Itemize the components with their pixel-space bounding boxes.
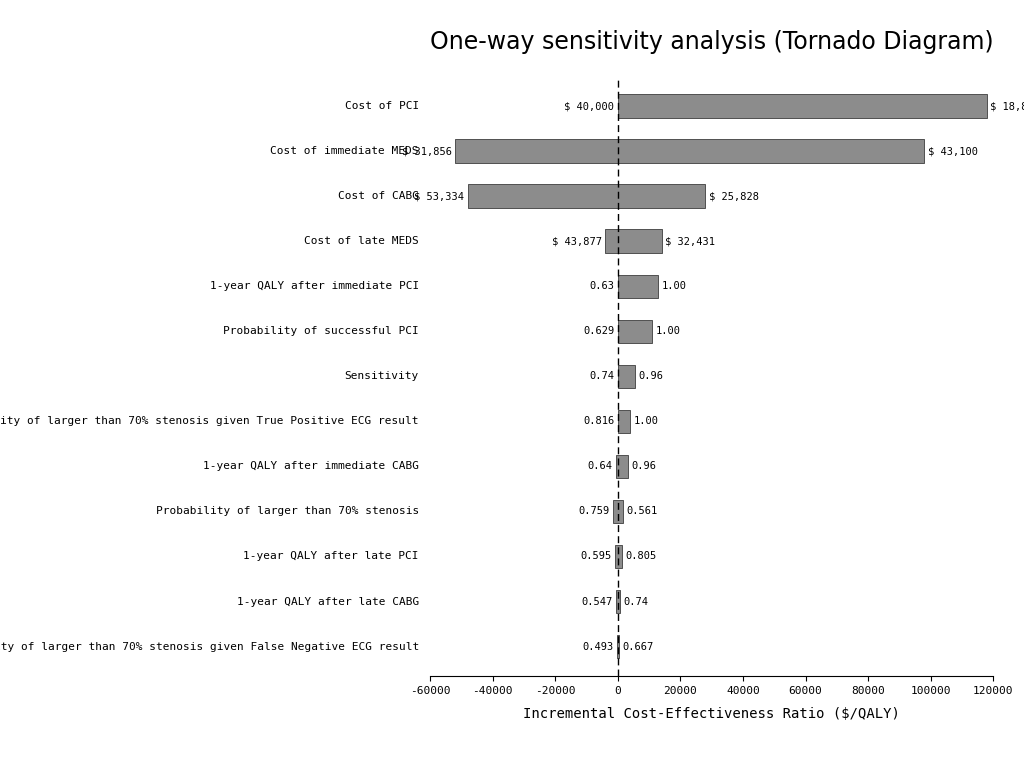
Bar xyxy=(617,319,652,343)
Bar xyxy=(605,230,662,253)
Text: Cost of PCI: Cost of PCI xyxy=(344,101,419,111)
Text: 1-year QALY after late CABG: 1-year QALY after late CABG xyxy=(237,597,419,607)
Text: 0.561: 0.561 xyxy=(627,506,658,516)
Text: Probability of larger than 70% stenosis: Probability of larger than 70% stenosis xyxy=(156,506,419,516)
Text: 0.63: 0.63 xyxy=(590,281,614,291)
Text: 1.00: 1.00 xyxy=(655,326,681,336)
Text: $ 43,877: $ 43,877 xyxy=(552,237,602,247)
Text: $ 18,842: $ 18,842 xyxy=(990,101,1024,111)
Text: 0.759: 0.759 xyxy=(579,506,609,516)
Text: 0.667: 0.667 xyxy=(623,641,653,651)
Text: $ 43,100: $ 43,100 xyxy=(928,146,978,156)
Text: $ 40,000: $ 40,000 xyxy=(564,101,614,111)
Bar xyxy=(616,455,628,478)
Text: 1-year QALY after immediate CABG: 1-year QALY after immediate CABG xyxy=(203,462,419,472)
Text: 1.00: 1.00 xyxy=(662,281,687,291)
Bar xyxy=(615,545,623,568)
Text: Probability of larger than 70% stenosis given True Positive ECG result: Probability of larger than 70% stenosis … xyxy=(0,416,419,426)
Bar xyxy=(617,365,635,388)
X-axis label: Incremental Cost-Effectiveness Ratio ($/QALY): Incremental Cost-Effectiveness Ratio ($/… xyxy=(523,707,900,720)
Bar xyxy=(617,409,631,433)
Text: 0.74: 0.74 xyxy=(590,371,614,382)
Text: Cost of late MEDS: Cost of late MEDS xyxy=(304,237,419,247)
Text: 0.629: 0.629 xyxy=(584,326,614,336)
Text: Sensitivity: Sensitivity xyxy=(344,371,419,382)
Text: 1.00: 1.00 xyxy=(634,416,658,426)
Bar xyxy=(455,140,925,163)
Text: $ 25,828: $ 25,828 xyxy=(709,191,759,201)
Text: Cost of immediate MEDS: Cost of immediate MEDS xyxy=(270,146,419,156)
Text: 1-year QALY after immediate PCI: 1-year QALY after immediate PCI xyxy=(210,281,419,291)
Title: One-way sensitivity analysis (Tornado Diagram): One-way sensitivity analysis (Tornado Di… xyxy=(430,30,993,54)
Text: Probability of successful PCI: Probability of successful PCI xyxy=(223,326,419,336)
Text: 1-year QALY after late PCI: 1-year QALY after late PCI xyxy=(244,551,419,561)
Text: 0.595: 0.595 xyxy=(581,551,611,561)
Bar xyxy=(613,500,624,523)
Text: $ 53,334: $ 53,334 xyxy=(415,191,464,201)
Text: Cost of CABG: Cost of CABG xyxy=(338,191,419,201)
Text: 0.64: 0.64 xyxy=(588,462,613,472)
Bar xyxy=(616,590,621,613)
Bar xyxy=(617,635,620,658)
Text: 0.493: 0.493 xyxy=(583,641,613,651)
Text: $ 31,856: $ 31,856 xyxy=(401,146,452,156)
Bar xyxy=(468,184,706,208)
Text: 0.96: 0.96 xyxy=(631,462,656,472)
Text: 0.96: 0.96 xyxy=(638,371,664,382)
Text: 0.547: 0.547 xyxy=(582,597,613,607)
Text: 0.74: 0.74 xyxy=(624,597,648,607)
Bar xyxy=(617,274,658,298)
Text: 0.805: 0.805 xyxy=(626,551,656,561)
Text: 0.816: 0.816 xyxy=(584,416,614,426)
Text: Probability of larger than 70% stenosis given False Negative ECG result: Probability of larger than 70% stenosis … xyxy=(0,641,419,651)
Text: $ 32,431: $ 32,431 xyxy=(665,237,715,247)
Bar xyxy=(617,94,987,118)
